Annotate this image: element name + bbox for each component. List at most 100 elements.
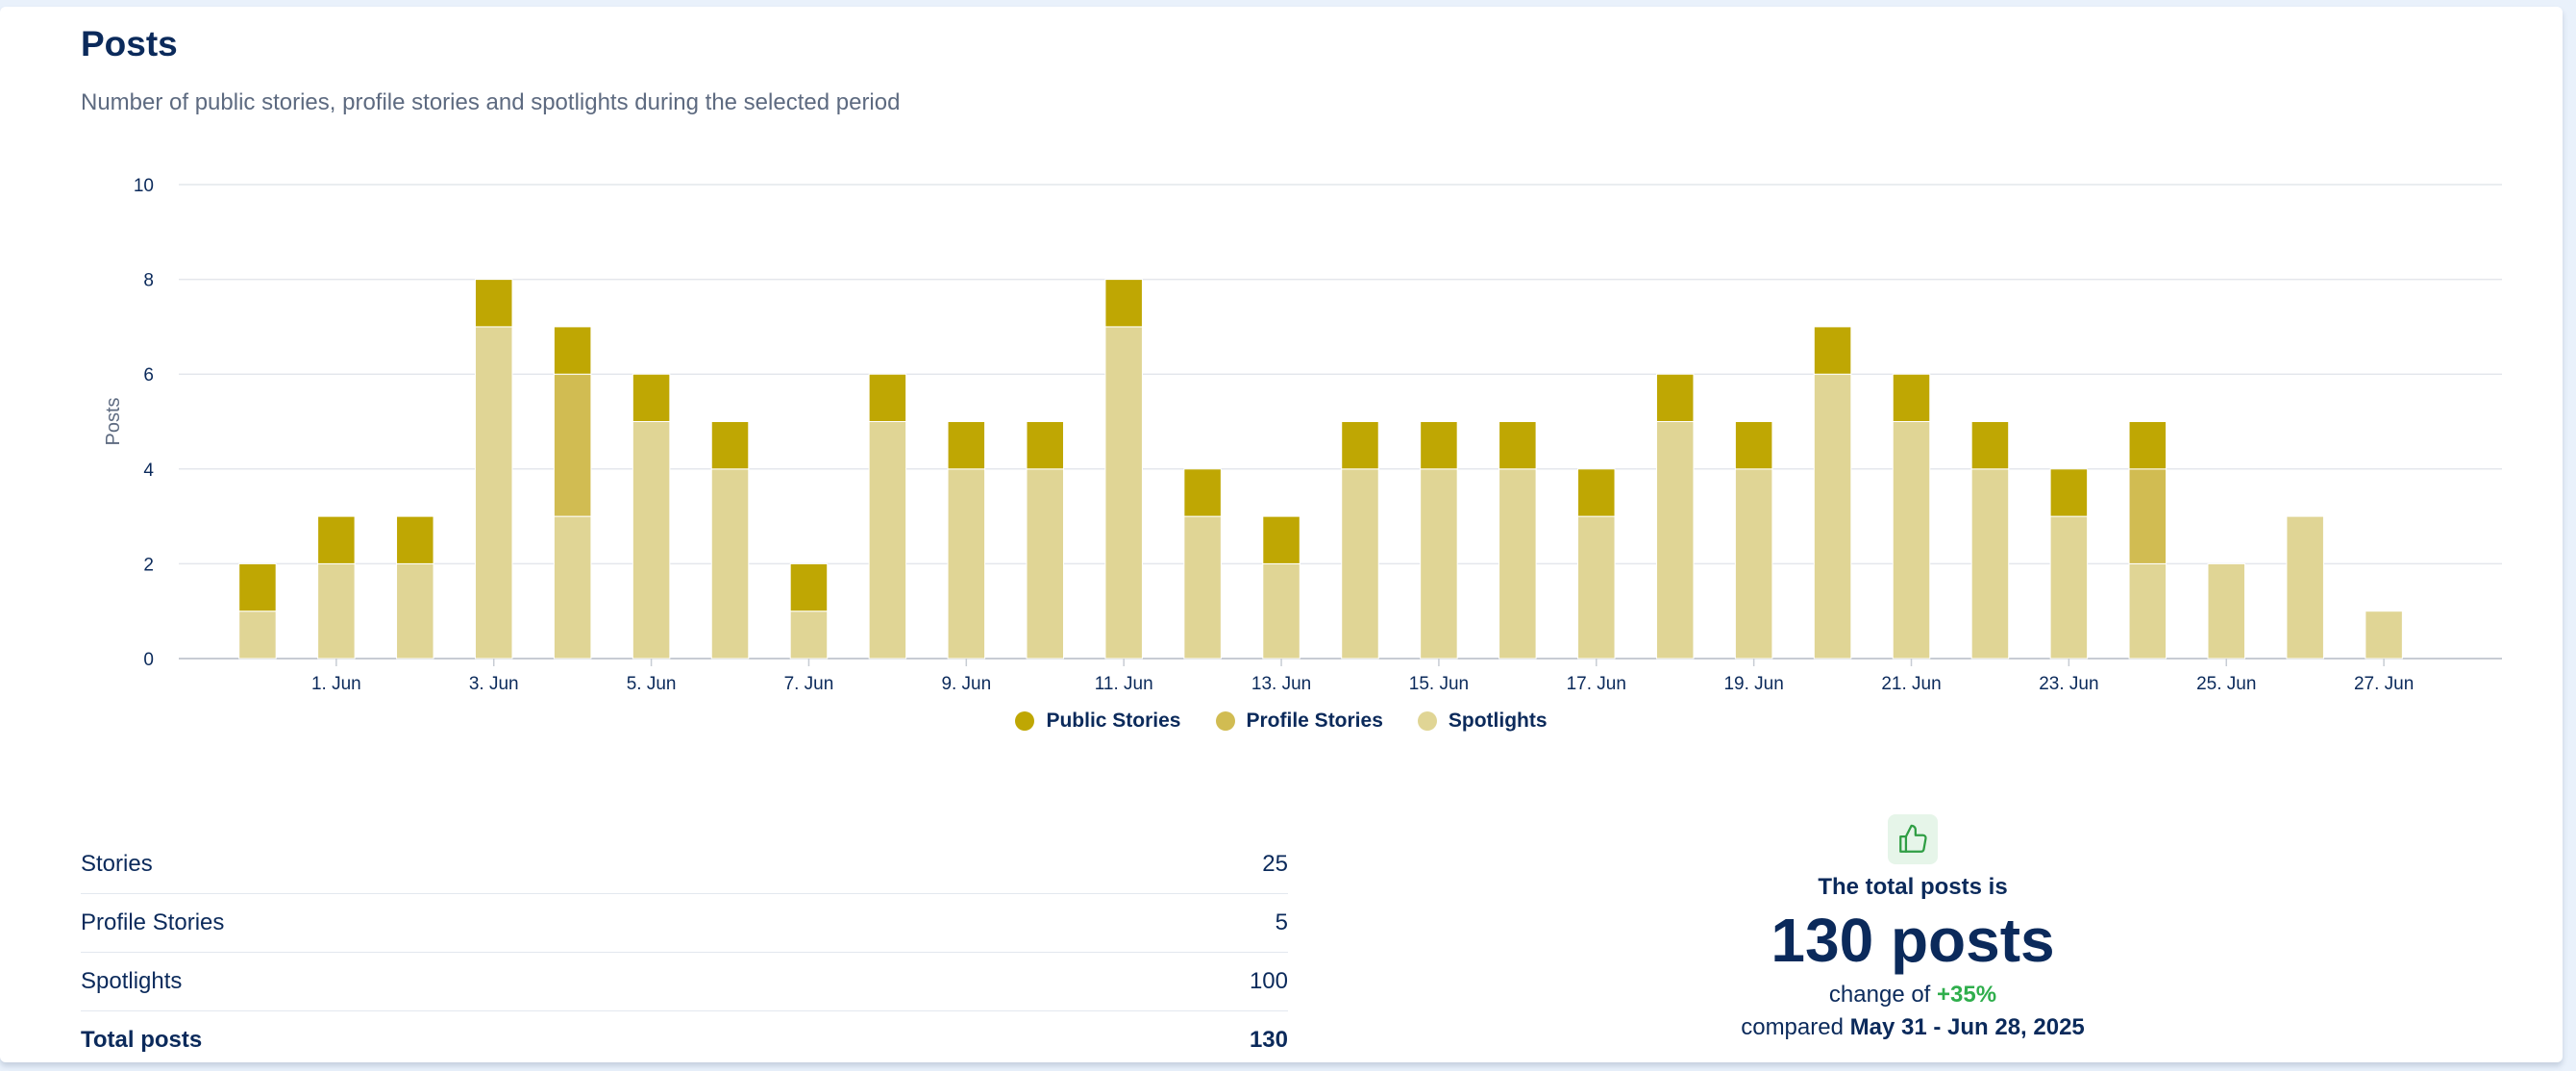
bar-public-stories — [1183, 468, 1222, 517]
legend-marker — [1015, 711, 1035, 731]
bar-spotlights — [1026, 468, 1065, 660]
bar-public-stories — [396, 515, 434, 564]
bar-spotlights — [1499, 468, 1537, 660]
bar-spotlights — [2207, 562, 2245, 660]
x-tick-label: 17. Jun — [1567, 674, 1626, 689]
stat-row-stories: Stories 25 — [81, 835, 1288, 894]
summary-change: change of +35% — [1442, 982, 2384, 1009]
legend-item-profile-stories[interactable]: Profile Stories — [1215, 710, 1383, 733]
x-tick-label: 27. Jun — [2354, 674, 2414, 689]
bar-spotlights — [1420, 468, 1458, 660]
bar-spotlights — [474, 326, 513, 660]
stat-label: Stories — [81, 851, 153, 877]
bar-spotlights — [1970, 468, 2010, 660]
bar-public-stories — [553, 326, 592, 375]
bar-spotlights — [2128, 562, 2167, 660]
bar-public-stories — [1813, 326, 1852, 375]
bar-spotlights — [1655, 421, 1695, 660]
bar-spotlights — [1734, 468, 1773, 660]
stat-value: 5 — [1275, 909, 1288, 935]
bar-public-stories — [474, 279, 513, 328]
bar-profile-stories — [553, 373, 592, 517]
x-tick-label: 25. Jun — [2196, 674, 2256, 689]
stat-row-spotlights: Spotlights 100 — [81, 953, 1288, 1011]
summary-panel: The total posts is 130 posts change of +… — [1442, 814, 2384, 1041]
stats-table: Stories 25 Profile Stories 5 Spotlights … — [81, 835, 1288, 1062]
legend-item-spotlights[interactable]: Spotlights — [1417, 710, 1548, 733]
bar-public-stories — [789, 562, 829, 612]
thumbs-up-icon — [1899, 824, 1927, 853]
bar-public-stories — [238, 562, 277, 612]
x-tick-label: 13. Jun — [1251, 674, 1311, 689]
bar-public-stories — [1026, 421, 1065, 470]
stat-label: Profile Stories — [81, 909, 225, 935]
x-tick-label: 19. Jun — [1723, 674, 1783, 689]
bar-public-stories — [1262, 515, 1300, 564]
posts-card: Posts Number of public stories, profile … — [0, 7, 2563, 1062]
legend-marker — [1215, 711, 1235, 731]
stat-value: 25 — [1262, 851, 1288, 877]
x-tick-label: 3. Jun — [469, 674, 519, 689]
bar-public-stories — [710, 421, 750, 470]
bar-spotlights — [553, 515, 592, 660]
posts-bar-chart: 0 2 4 6 8 10 Posts 1. Jun 3. Jun 5. Jun 7. Jun 9. J… — [103, 176, 2502, 689]
y-tick-label: 8 — [143, 271, 154, 291]
bar-public-stories — [1420, 421, 1458, 470]
bar-spotlights — [2365, 610, 2403, 660]
bar-public-stories — [2049, 468, 2089, 517]
summary-label: The total posts is — [1818, 874, 2008, 900]
bar-spotlights — [1892, 421, 1931, 660]
stat-value: 100 — [1249, 968, 1288, 994]
thumbs-up-badge — [1888, 814, 1938, 864]
bar-public-stories — [868, 373, 907, 422]
stat-row-total-posts: Total posts 130 — [81, 1011, 1288, 1062]
y-tick-label: 10 — [134, 176, 154, 196]
bar-public-stories — [1734, 421, 1773, 470]
chart-legend: Public Stories Profile Stories Spotlight… — [0, 710, 2563, 733]
page-title: Posts — [81, 24, 178, 63]
legend-label: Profile Stories — [1246, 710, 1383, 732]
compare-range: May 31 - Jun 28, 2025 — [1849, 1014, 2085, 1041]
change-percent: +35% — [1937, 982, 1997, 1009]
y-tick-label: 6 — [143, 365, 154, 386]
bar-public-stories — [1892, 373, 1931, 422]
bar-profile-stories — [2128, 468, 2167, 564]
stat-label: Spotlights — [81, 968, 183, 994]
bar-spotlights — [1577, 515, 1616, 660]
x-tick-label: 7. Jun — [784, 674, 834, 689]
x-tick-label: 5. Jun — [627, 674, 677, 689]
x-tick-label: 9. Jun — [941, 674, 991, 689]
stat-label: Total posts — [81, 1027, 203, 1053]
legend-label: Public Stories — [1046, 710, 1181, 732]
summary-value: 130 posts — [1771, 906, 2055, 975]
bar-spotlights — [1183, 515, 1222, 660]
x-tick-label: 23. Jun — [2039, 674, 2098, 689]
x-tick-label: 15. Jun — [1409, 674, 1469, 689]
y-tick-label: 0 — [143, 650, 154, 670]
bar-public-stories — [1104, 279, 1143, 328]
x-tick-label: 21. Jun — [1881, 674, 1941, 689]
legend-marker — [1417, 711, 1437, 731]
legend-label: Spotlights — [1448, 710, 1548, 732]
stat-row-profile-stories: Profile Stories 5 — [81, 894, 1288, 953]
bar-public-stories — [1499, 421, 1537, 470]
bar-public-stories — [1577, 468, 1616, 517]
bar-spotlights — [1341, 468, 1379, 660]
bar-spotlights — [1262, 562, 1300, 660]
y-axis-label: Posts — [103, 397, 124, 445]
bar-public-stories — [1655, 373, 1695, 422]
bar-spotlights — [1813, 373, 1852, 660]
bar-public-stories — [632, 373, 671, 422]
bar-spotlights — [710, 468, 750, 660]
bar-public-stories — [317, 515, 356, 564]
bar-spotlights — [317, 562, 356, 660]
compare-prefix: compared — [1741, 1014, 1844, 1041]
summary-compare: compared May 31 - Jun 28, 2025 — [1442, 1014, 2384, 1041]
bar-spotlights — [947, 468, 986, 660]
bar-spotlights — [238, 610, 277, 660]
bar-public-stories — [2128, 421, 2167, 470]
bar-public-stories — [947, 421, 986, 470]
bar-spotlights — [396, 562, 434, 660]
bar-spotlights — [789, 610, 829, 660]
legend-item-public-stories[interactable]: Public Stories — [1015, 710, 1181, 733]
